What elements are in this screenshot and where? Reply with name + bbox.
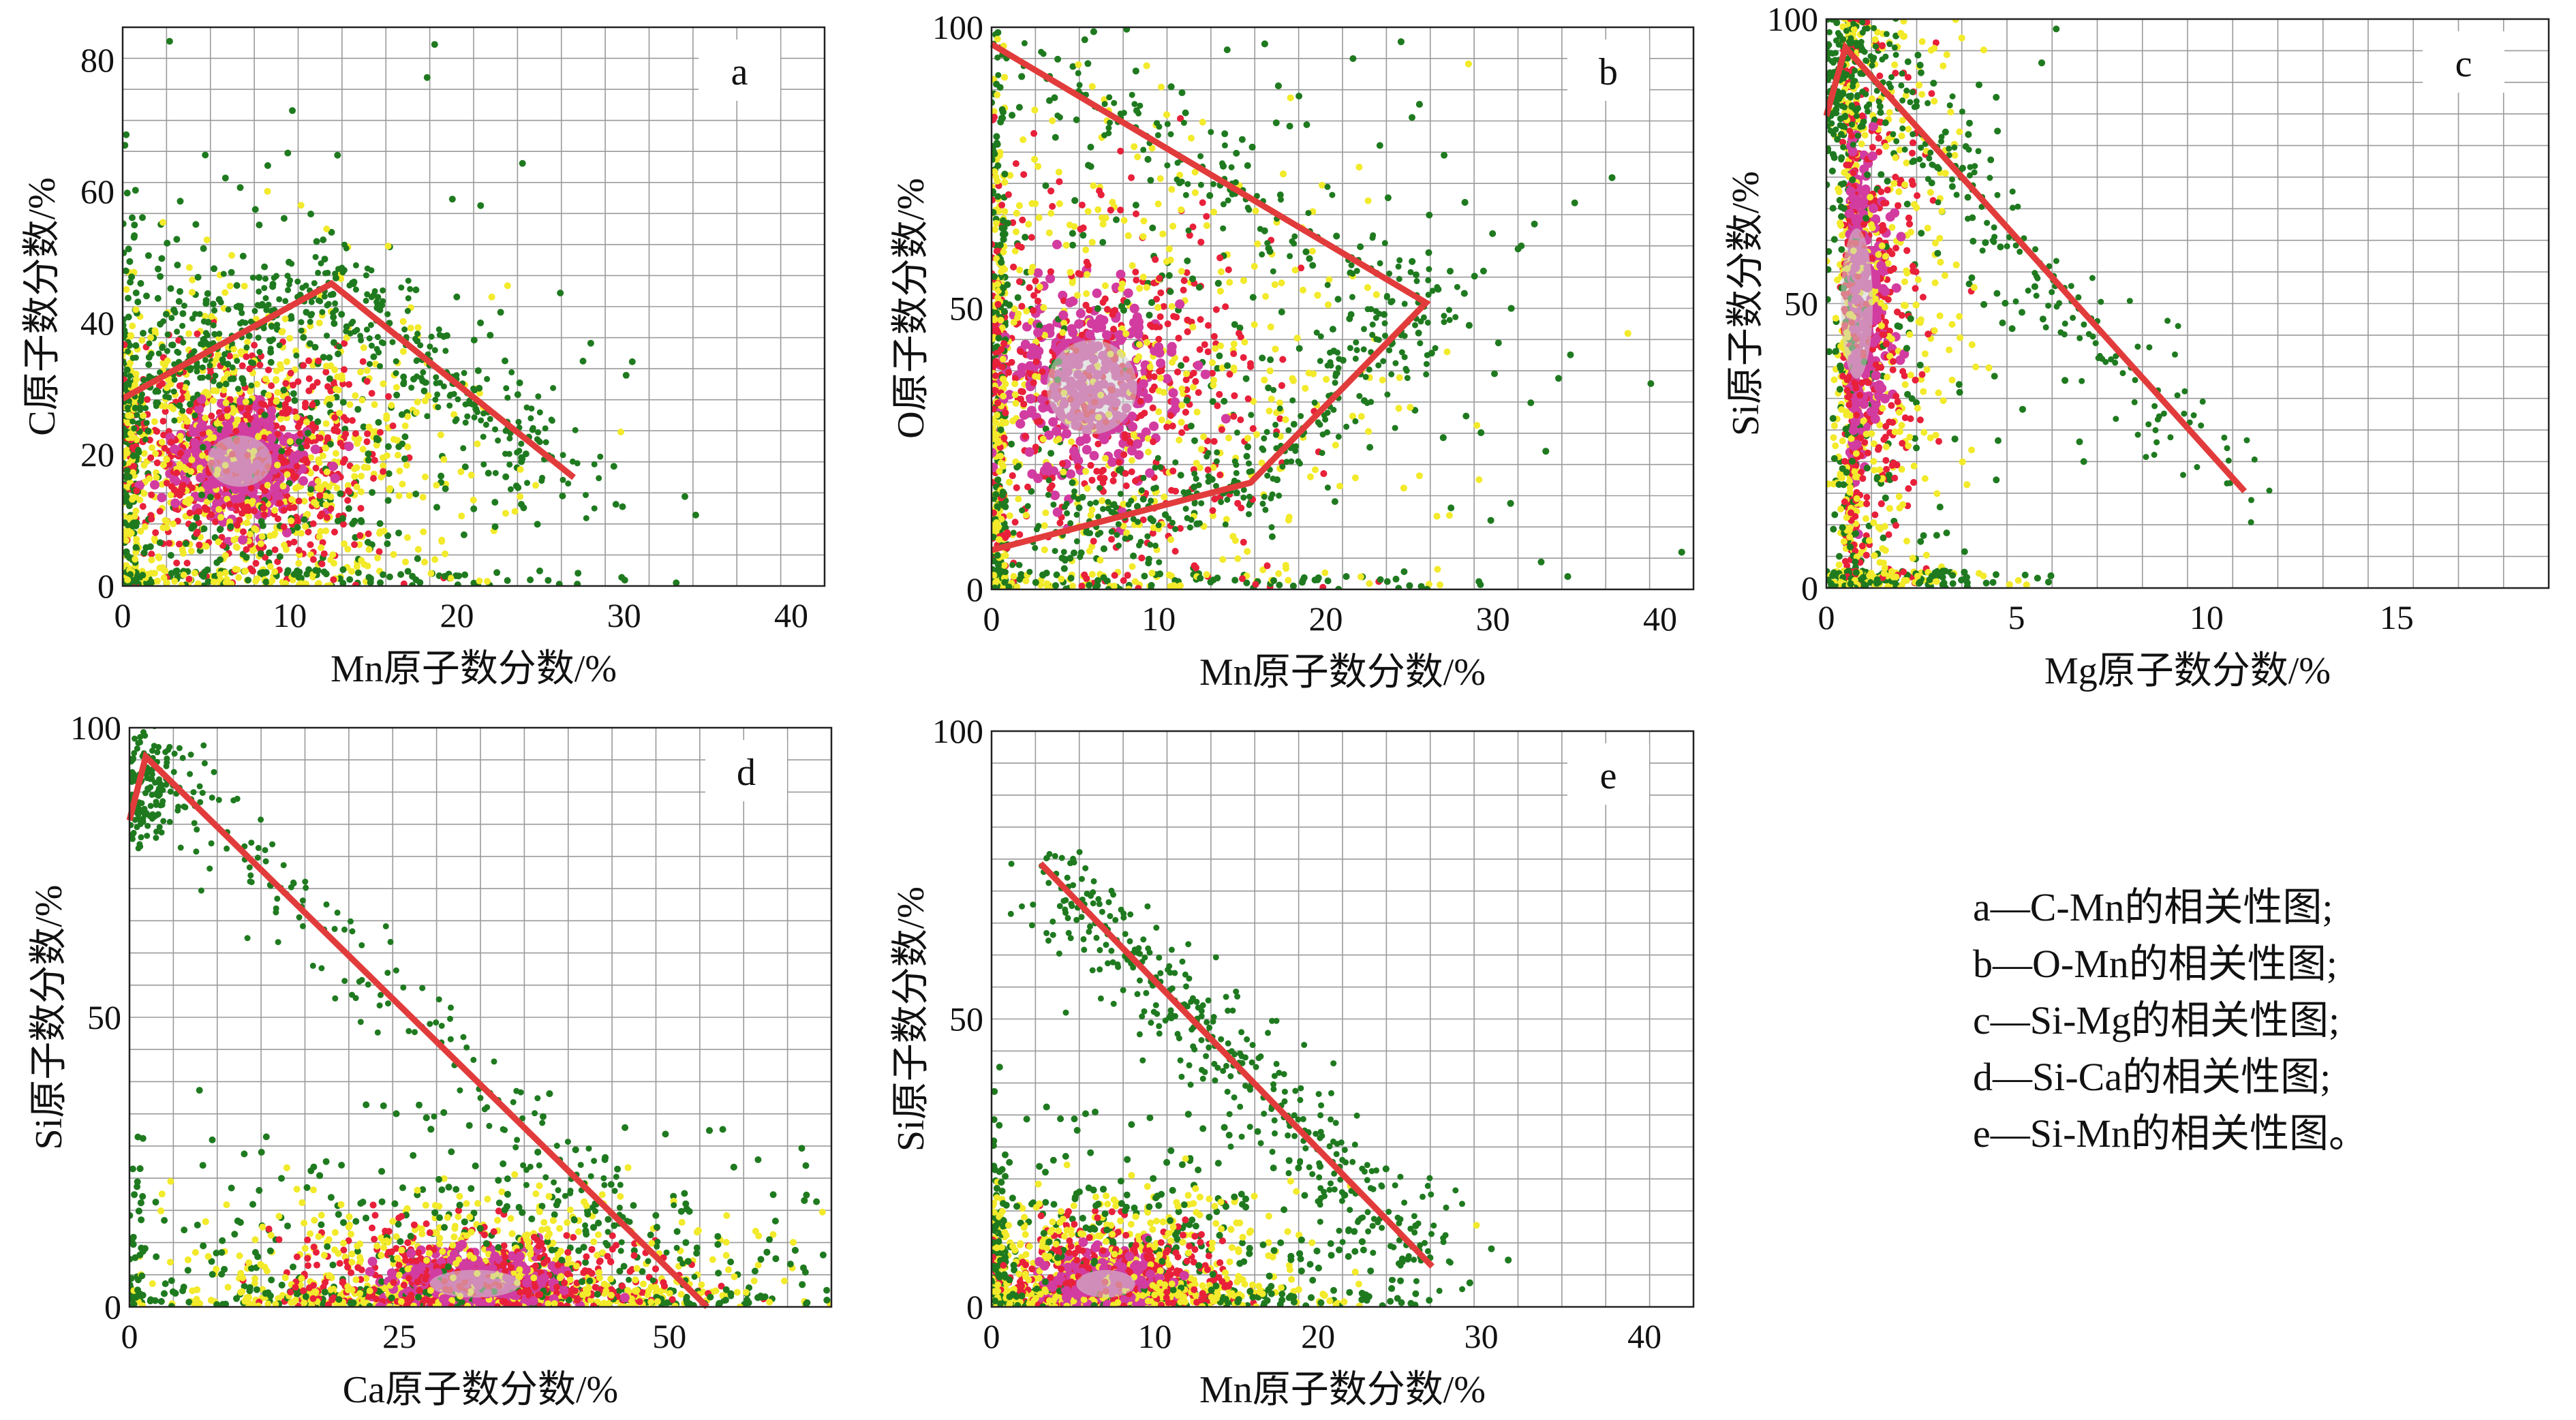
x-tick-label: 0 <box>121 1317 138 1355</box>
panel-label: c <box>2455 43 2472 85</box>
y-tick-label: 60 <box>80 172 114 211</box>
y-axis-label: C原子数分数/% <box>21 177 63 436</box>
y-tick-label: 80 <box>80 41 114 79</box>
panel-c: 0 5 10 15 0 50 100 c Mg原子数分数/% Si原子数分数/% <box>1725 0 2549 692</box>
y-tick-label: 0 <box>1801 569 1818 607</box>
x-tick-label: 40 <box>774 596 808 634</box>
y-tick-label: 100 <box>1767 0 1818 38</box>
x-tick-label: 20 <box>1308 600 1343 638</box>
x-tick-label: 30 <box>1465 1317 1499 1355</box>
x-tick-label: 10 <box>1138 1317 1172 1355</box>
legend-item-b: b—O-Mn的相关性图; <box>1973 936 2368 992</box>
density-core <box>208 435 272 487</box>
y-tick-label: 0 <box>966 1288 983 1326</box>
x-tick-label: 50 <box>652 1317 686 1355</box>
legend-item-a: a—C-Mn的相关性图; <box>1973 879 2368 936</box>
x-axis-label: Ca原子数分数/% <box>343 1369 618 1411</box>
y-axis-label: Si原子数分数/% <box>1725 171 1767 436</box>
x-axis-label: Mn原子数分数/% <box>1199 1369 1486 1411</box>
density-core <box>1077 1270 1135 1298</box>
x-tick-label: 0 <box>114 596 132 634</box>
x-tick-label: 20 <box>440 596 474 634</box>
y-tick-label: 50 <box>949 290 983 328</box>
x-tick-label: 0 <box>1818 598 1835 636</box>
legend-item-e: e—Si-Mn的相关性图。 <box>1973 1105 2368 1162</box>
x-axis-label: Mn原子数分数/% <box>331 648 617 690</box>
x-tick-label: 20 <box>1301 1317 1335 1355</box>
x-tick-label: 10 <box>1141 600 1176 638</box>
x-tick-label: 10 <box>273 596 307 634</box>
panel-label: e <box>1600 755 1617 797</box>
y-tick-label: 50 <box>1784 285 1818 323</box>
x-tick-label: 0 <box>983 1317 1000 1355</box>
panel-label: a <box>731 51 748 93</box>
density-core <box>430 1270 521 1298</box>
y-axis-label: O原子数分数/% <box>890 178 932 439</box>
panel-a: 0 10 20 30 40 0 20 40 60 80 a Mn原子数分数/% C原子数分数/% <box>21 27 930 690</box>
y-axis-label: Si原子数分数/% <box>28 885 70 1150</box>
legend-item-c: c—Si-Mg的相关性图; <box>1973 992 2368 1049</box>
x-axis-label: Mn原子数分数/% <box>1199 651 1486 694</box>
x-tick-label: 10 <box>2190 598 2224 636</box>
x-tick-label: 40 <box>1627 1317 1661 1355</box>
x-axis-label: Mg原子数分数/% <box>2044 650 2331 692</box>
x-tick-label: 5 <box>2008 598 2025 636</box>
y-tick-label: 50 <box>87 998 121 1036</box>
y-tick-label: 0 <box>97 567 114 605</box>
y-tick-label: 100 <box>932 8 983 46</box>
density-core <box>1841 228 1873 378</box>
y-axis-label: Si原子数分数/% <box>890 886 932 1152</box>
y-tick-label: 0 <box>966 570 983 608</box>
x-tick-label: 30 <box>1476 600 1510 638</box>
y-tick-label: 100 <box>70 709 121 747</box>
y-tick-label: 0 <box>104 1288 121 1326</box>
x-tick-label: 25 <box>382 1317 416 1355</box>
legend-item-d: d—Si-Ca的相关性图; <box>1973 1049 2368 1105</box>
panel-label: d <box>737 752 756 794</box>
x-tick-label: 0 <box>983 600 1000 638</box>
y-tick-label: 20 <box>80 435 114 474</box>
panel-label: b <box>1599 51 1618 93</box>
x-tick-label: 40 <box>1643 600 1677 638</box>
y-tick-label: 40 <box>80 304 114 342</box>
panel-e: 0 10 20 30 40 0 50 100 e Mn原子数分数/% Si原子数分数/% <box>890 712 1738 1411</box>
y-tick-label: 50 <box>949 1000 983 1038</box>
x-tick-label: 30 <box>607 596 641 634</box>
y-tick-label: 100 <box>932 712 983 750</box>
density-core <box>1047 340 1137 435</box>
figure-legend: a—C-Mn的相关性图; b—O-Mn的相关性图; c—Si-Mg的相关性图; … <box>1973 879 2368 1162</box>
x-tick-label: 15 <box>2380 598 2414 636</box>
